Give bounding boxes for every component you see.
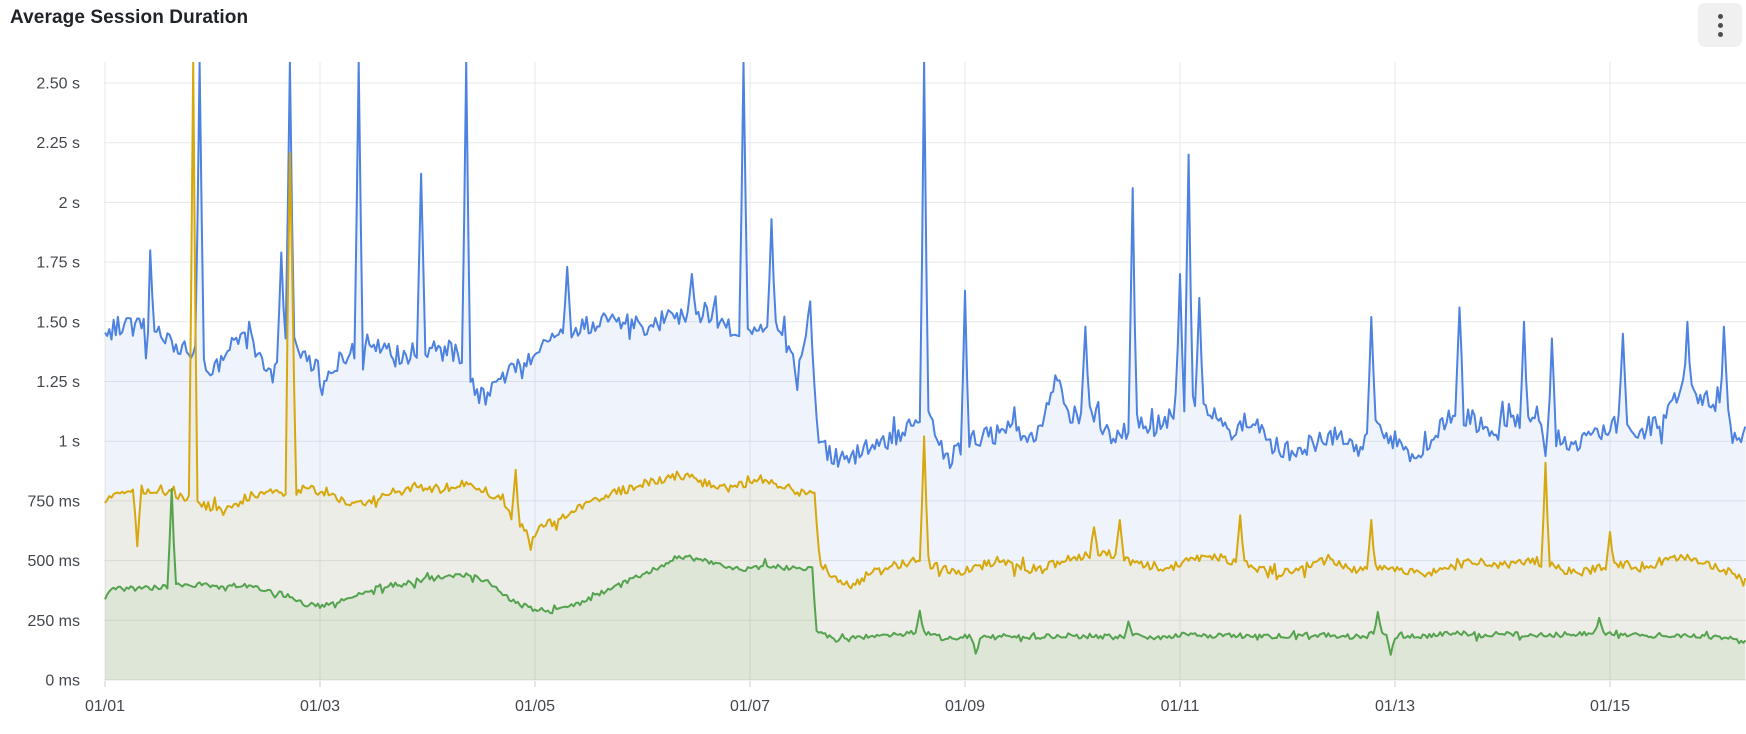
series-b-yellow-line bbox=[104, 62, 1746, 590]
x-tick-label: 01/01 bbox=[85, 698, 125, 715]
x-tick-label: 01/07 bbox=[730, 698, 770, 715]
axis-label-layer: 2.50 s 2.25 s 2 s 1.75 s 1.50 s 1.25 s 1 s 750 … bbox=[28, 76, 1631, 716]
x-tick-label: 01/15 bbox=[1590, 698, 1630, 715]
y-tick-label: 0 ms bbox=[45, 673, 80, 690]
series-c-green-line bbox=[104, 488, 1746, 656]
y-tick-label: 1 s bbox=[59, 434, 80, 451]
series-c-green-fill bbox=[105, 489, 1746, 680]
y-tick-label: 750 ms bbox=[28, 493, 80, 510]
series-layer bbox=[104, 62, 1746, 680]
y-tick-label: 2 s bbox=[59, 195, 80, 212]
x-tick-label: 01/05 bbox=[515, 698, 555, 715]
y-tick-label: 250 ms bbox=[28, 613, 80, 630]
y-tick-label: 1.75 s bbox=[36, 255, 80, 272]
x-tick-label: 01/13 bbox=[1375, 698, 1415, 715]
y-tick-label: 500 ms bbox=[28, 553, 80, 570]
x-tick-label: 01/03 bbox=[300, 698, 340, 715]
series-a-blue-line bbox=[104, 62, 1746, 470]
x-tick-label: 01/09 bbox=[945, 698, 985, 715]
y-tick-label: 1.25 s bbox=[36, 374, 80, 391]
y-tick-label: 2.25 s bbox=[36, 135, 80, 152]
kebab-menu-icon bbox=[1717, 13, 1723, 37]
y-tick-label: 1.50 s bbox=[36, 314, 80, 331]
series-b-yellow-fill bbox=[105, 62, 1746, 680]
panel-header: Average Session Duration bbox=[0, 0, 1746, 47]
panel-menu-button[interactable] bbox=[1698, 3, 1742, 47]
y-tick-label: 2.50 s bbox=[36, 76, 80, 93]
series-a-blue-fill bbox=[105, 62, 1746, 680]
panel-title: Average Session Duration bbox=[10, 7, 249, 28]
x-tick-label: 01/11 bbox=[1161, 698, 1200, 715]
